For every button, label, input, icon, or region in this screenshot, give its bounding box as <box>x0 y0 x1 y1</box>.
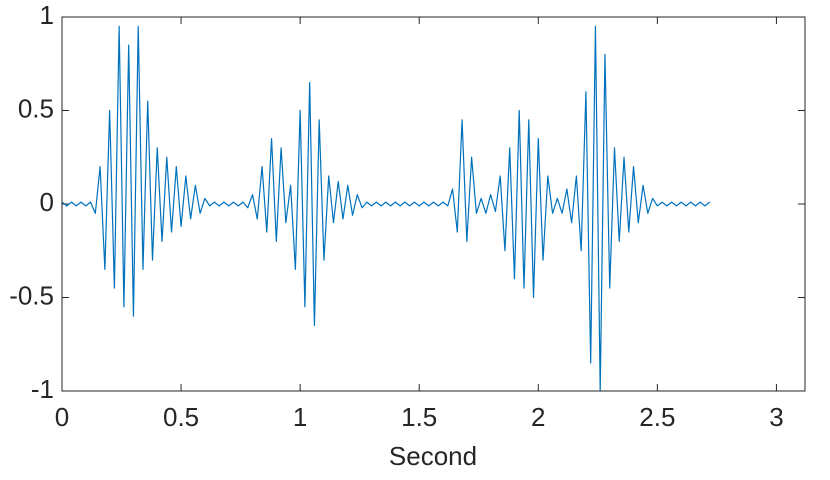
x-axis-label: Second <box>389 441 477 471</box>
y-tick-label: 1 <box>40 0 54 30</box>
y-tick-label: -0.5 <box>9 280 54 310</box>
x-tick-label: 2 <box>531 402 545 432</box>
waveform <box>61 25 711 392</box>
x-tick-label: 2.5 <box>639 402 675 432</box>
x-tick-label: 1.5 <box>401 402 437 432</box>
y-tick-label: -1 <box>31 374 54 404</box>
x-tick-label: 1 <box>293 402 307 432</box>
x-tick-label: 0.5 <box>163 402 199 432</box>
y-tick-label: 0.5 <box>18 93 54 123</box>
y-tick-label: 0 <box>40 187 54 217</box>
axes-box <box>61 16 806 392</box>
x-tick-label: 0 <box>55 402 69 432</box>
x-tick-label: 3 <box>769 402 783 432</box>
plot-area <box>62 17 805 391</box>
